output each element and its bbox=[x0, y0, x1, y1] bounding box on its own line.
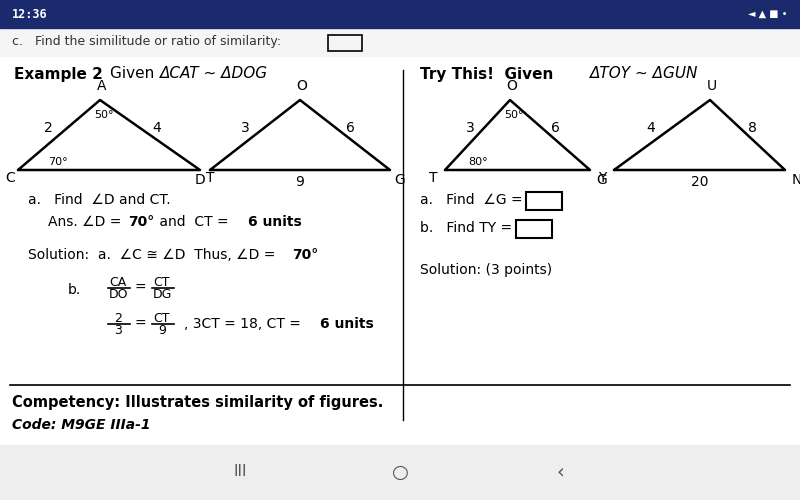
Text: a.   Find  ∠D and CT.: a. Find ∠D and CT. bbox=[28, 193, 170, 207]
Bar bbox=[516, 220, 552, 238]
Text: 4: 4 bbox=[646, 121, 655, 135]
Text: N: N bbox=[792, 173, 800, 187]
Text: 6 units: 6 units bbox=[248, 215, 302, 229]
Text: 20: 20 bbox=[691, 175, 709, 189]
Text: ‹: ‹ bbox=[556, 462, 564, 481]
Text: G: G bbox=[597, 173, 607, 187]
Text: Example 2: Example 2 bbox=[14, 66, 103, 82]
Text: , 3CT = 18, CT =: , 3CT = 18, CT = bbox=[184, 317, 306, 331]
Text: 2: 2 bbox=[114, 312, 122, 324]
Text: 6 units: 6 units bbox=[320, 317, 374, 331]
Text: III: III bbox=[234, 464, 246, 479]
Text: 4: 4 bbox=[153, 121, 162, 135]
Text: Solution:  a.  ∠C ≅ ∠D  Thus, ∠D =: Solution: a. ∠C ≅ ∠D Thus, ∠D = bbox=[28, 248, 280, 262]
Text: T: T bbox=[429, 171, 438, 185]
Text: and  CT =: and CT = bbox=[155, 215, 233, 229]
Text: 50°: 50° bbox=[94, 110, 114, 120]
Text: ΔCAT ~ ΔDOG: ΔCAT ~ ΔDOG bbox=[160, 66, 268, 82]
Text: Try This!  Given: Try This! Given bbox=[420, 66, 564, 82]
Text: ΔTOY ~ ΔGUN: ΔTOY ~ ΔGUN bbox=[590, 66, 698, 82]
Text: 3: 3 bbox=[114, 324, 122, 338]
Text: T: T bbox=[206, 171, 214, 185]
Bar bbox=[0, 445, 800, 500]
Text: b.   Find TY =: b. Find TY = bbox=[420, 221, 517, 235]
Text: Code: M9GE IIIa-1: Code: M9GE IIIa-1 bbox=[12, 418, 150, 432]
Text: =: = bbox=[134, 281, 146, 295]
Text: 70°: 70° bbox=[48, 157, 68, 167]
Text: 70°: 70° bbox=[128, 215, 154, 229]
Text: c.   Find the similitude or ratio of similarity:: c. Find the similitude or ratio of simil… bbox=[12, 36, 281, 49]
Text: DG: DG bbox=[152, 288, 172, 302]
Text: D: D bbox=[194, 173, 206, 187]
Text: 12:36: 12:36 bbox=[12, 8, 48, 20]
Text: 80°: 80° bbox=[468, 157, 488, 167]
Text: 9: 9 bbox=[295, 175, 305, 189]
Text: 3: 3 bbox=[241, 121, 250, 135]
Bar bbox=[0, 28, 800, 56]
Text: 9: 9 bbox=[158, 324, 166, 338]
Text: CA: CA bbox=[110, 276, 126, 288]
Text: 2: 2 bbox=[44, 121, 52, 135]
Text: DO: DO bbox=[108, 288, 128, 302]
Text: A: A bbox=[98, 79, 106, 93]
Text: Given: Given bbox=[110, 66, 164, 82]
Text: ○: ○ bbox=[391, 462, 409, 481]
Bar bbox=[328, 35, 362, 51]
Text: Solution: (3 points): Solution: (3 points) bbox=[420, 263, 552, 277]
Text: =: = bbox=[134, 317, 146, 331]
Text: Y: Y bbox=[598, 171, 606, 185]
Text: 3: 3 bbox=[466, 121, 474, 135]
Text: CT: CT bbox=[154, 312, 170, 324]
Text: O: O bbox=[297, 79, 307, 93]
Bar bbox=[526, 192, 562, 210]
Text: ◄ ▲ ■ •: ◄ ▲ ■ • bbox=[749, 9, 788, 19]
Text: b.: b. bbox=[68, 283, 82, 297]
Text: O: O bbox=[506, 79, 518, 93]
Text: G: G bbox=[394, 173, 406, 187]
Text: C: C bbox=[5, 171, 15, 185]
Text: 70°: 70° bbox=[292, 248, 318, 262]
Text: Ans. ∠D =: Ans. ∠D = bbox=[48, 215, 126, 229]
Text: Competency: Illustrates similarity of figures.: Competency: Illustrates similarity of fi… bbox=[12, 396, 383, 410]
Text: U: U bbox=[707, 79, 717, 93]
Bar bbox=[0, 0, 800, 28]
Text: a.   Find  ∠G =: a. Find ∠G = bbox=[420, 193, 527, 207]
Text: 6: 6 bbox=[346, 121, 354, 135]
Text: 6: 6 bbox=[550, 121, 559, 135]
Text: 50°: 50° bbox=[504, 110, 524, 120]
Text: 8: 8 bbox=[747, 121, 757, 135]
Text: CT: CT bbox=[154, 276, 170, 288]
